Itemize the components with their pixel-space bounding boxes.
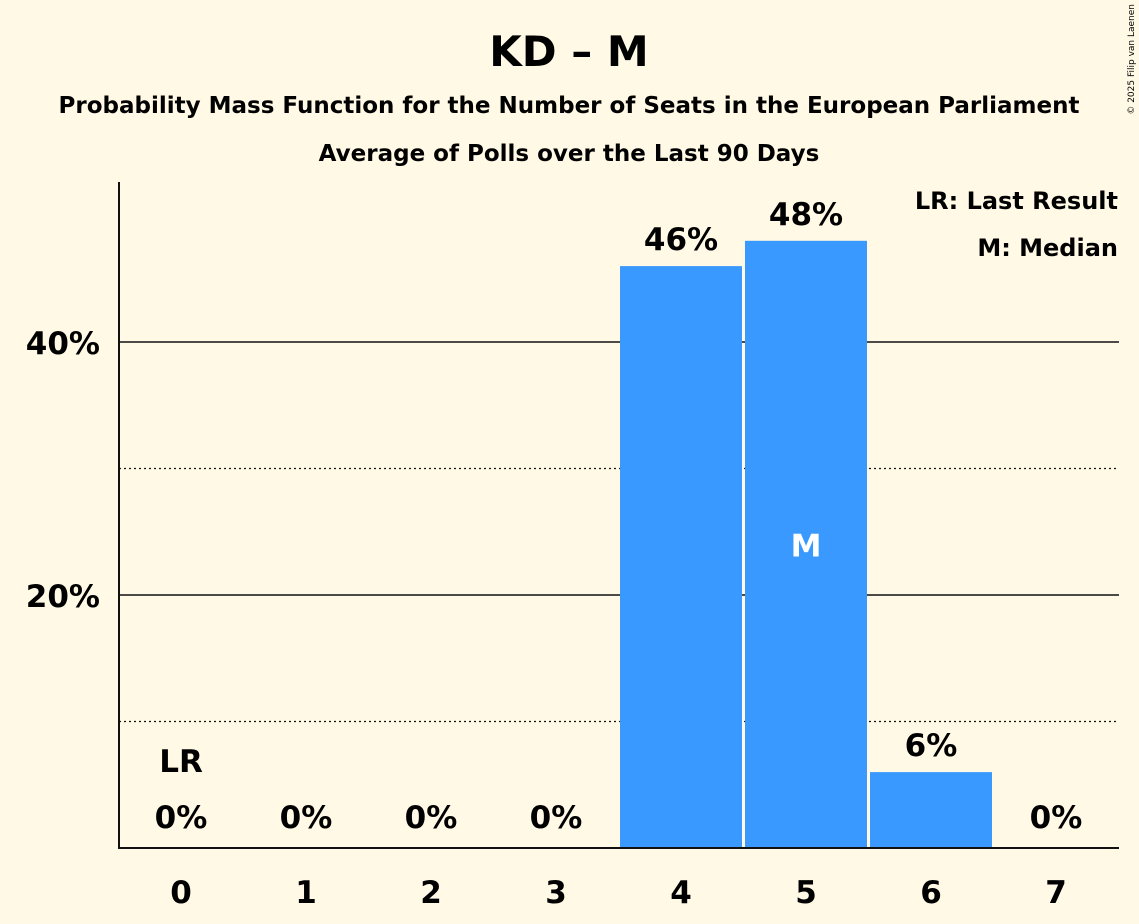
median-marker: M	[791, 528, 822, 564]
chart-subtitle: Probability Mass Function for the Number…	[59, 93, 1080, 119]
x-ticks: 0 1 2 3 4 5 6 7	[170, 875, 1067, 911]
x-tick-label-2: 2	[420, 875, 442, 911]
legend: LR: Last Result M: Median	[915, 187, 1118, 262]
value-label-4: 46%	[644, 222, 718, 258]
y-tick-label-0: 20%	[26, 579, 100, 615]
x-tick-label-6: 6	[920, 875, 942, 911]
value-labels: 0% 0% 0% 0% 46% 48% 6% 0% LR M	[155, 197, 1083, 836]
value-label-7: 0%	[1030, 800, 1083, 836]
bar-4	[620, 266, 742, 849]
chart-title: KD – M	[489, 27, 648, 76]
last-result-marker: LR	[159, 744, 203, 780]
legend-item-0: LR: Last Result	[915, 187, 1118, 215]
y-tick-label-1: 40%	[26, 326, 100, 362]
bars	[620, 240, 992, 849]
gridlines	[119, 341, 1119, 723]
x-tick-label-7: 7	[1045, 875, 1067, 911]
value-label-3: 0%	[530, 800, 583, 836]
value-label-0: 0%	[155, 800, 208, 836]
bar-5	[745, 240, 867, 849]
legend-item-1: M: Median	[977, 234, 1118, 262]
x-tick-label-3: 3	[545, 875, 567, 911]
value-label-5: 48%	[769, 197, 843, 233]
chart-subtitle-2: Average of Polls over the Last 90 Days	[319, 141, 820, 167]
bar-6	[870, 772, 992, 848]
value-label-2: 0%	[405, 800, 458, 836]
value-label-1: 0%	[280, 800, 333, 836]
value-label-6: 6%	[905, 728, 958, 764]
x-tick-label-5: 5	[795, 875, 817, 911]
y-ticks: 20% 40%	[26, 326, 100, 615]
x-tick-label-4: 4	[670, 875, 692, 911]
x-tick-label-0: 0	[170, 875, 192, 911]
x-tick-label-1: 1	[295, 875, 317, 911]
copyright-text: © 2025 Filip van Laenen	[1127, 4, 1137, 115]
